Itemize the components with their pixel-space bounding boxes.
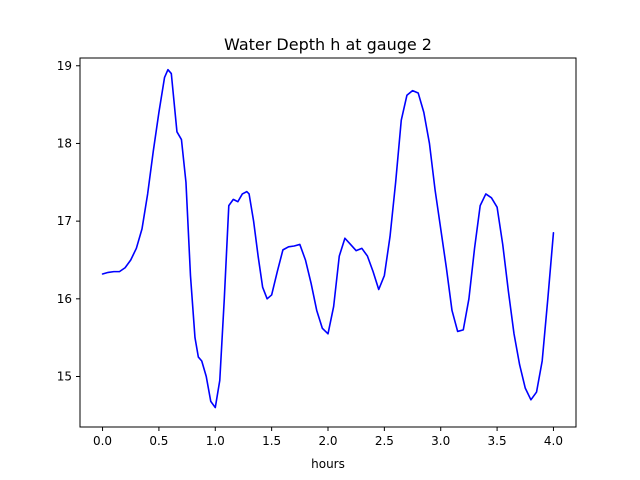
x-tick-label: 3.0: [431, 434, 450, 448]
series-line-1: [101, 68, 555, 409]
plot-area: [80, 58, 576, 427]
chart-title: Water Depth h at gauge 2: [224, 35, 432, 54]
x-axis-label: hours: [311, 457, 345, 471]
x-tick-label: 2.0: [318, 434, 337, 448]
y-tick-label: 16: [57, 292, 72, 306]
y-axis: 15 16 17 18 19: [57, 59, 80, 384]
y-tick-label: 18: [57, 136, 72, 150]
x-tick-label: 2.5: [375, 434, 394, 448]
x-tick-label: 1.0: [206, 434, 225, 448]
x-tick-label: 3.5: [488, 434, 507, 448]
y-tick-label: 15: [57, 370, 72, 384]
y-tick-label: 19: [57, 59, 72, 73]
y-tick-label: 17: [57, 214, 72, 228]
series-layer: [101, 68, 555, 409]
x-tick-label: 0.5: [149, 434, 168, 448]
x-tick-label: 0.0: [93, 434, 112, 448]
x-tick-label: 1.5: [262, 434, 281, 448]
x-tick-label: 4.0: [544, 434, 563, 448]
x-axis: 0.0 0.5 1.0 1.5 2.0 2.5 3.0 3.5 4.0: [93, 427, 563, 448]
